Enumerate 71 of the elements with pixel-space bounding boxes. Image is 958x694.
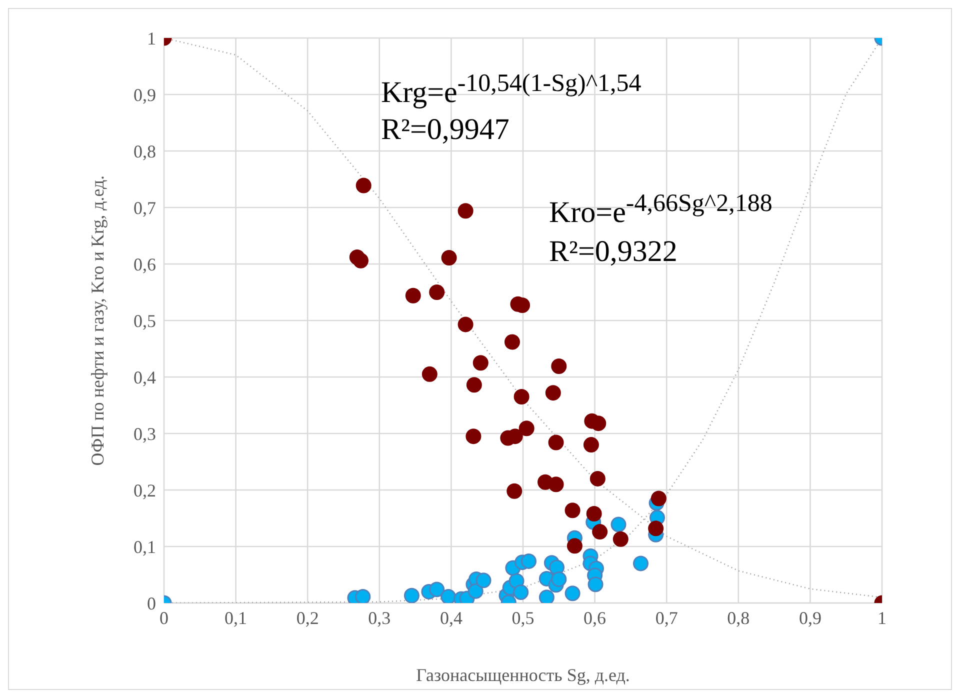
point <box>422 366 438 382</box>
point <box>592 524 608 540</box>
x-tick-label: 0 <box>160 608 168 628</box>
point <box>648 520 664 536</box>
annotation: Kro=e$^{-4,66Sg^2,188}$ <box>549 190 772 229</box>
x-tick-label: 0,1 <box>224 608 248 628</box>
y-tick-label: 0,3 <box>134 424 156 444</box>
point <box>506 483 522 499</box>
x-tick-label: 0,7 <box>655 608 678 628</box>
point <box>458 316 474 332</box>
point <box>586 506 602 522</box>
point <box>520 553 536 569</box>
point <box>590 470 606 486</box>
y-tick-label: 1 <box>147 28 156 48</box>
point <box>466 377 482 393</box>
point <box>355 589 371 603</box>
point <box>545 385 561 401</box>
point <box>538 590 554 603</box>
annotation: Krg=e$^{-10,54(1-Sg)^1,54}$ <box>381 70 642 109</box>
point <box>564 586 580 602</box>
y-tick-label: 0,1 <box>134 536 156 557</box>
point <box>404 588 420 603</box>
x-tick-label: 0,2 <box>296 608 319 628</box>
point <box>466 428 482 444</box>
y-tick-label: 0,9 <box>134 84 156 105</box>
point <box>441 250 457 266</box>
y-tick-label: 0,2 <box>134 480 156 500</box>
point <box>429 284 445 300</box>
point <box>429 582 445 598</box>
point <box>633 556 648 572</box>
x-tick-label: 0,9 <box>798 608 822 628</box>
point <box>405 288 421 304</box>
point <box>468 583 484 599</box>
point <box>650 490 666 506</box>
point <box>551 358 567 374</box>
x-axis-title: Газонасыщенность Sg, д.ед. <box>416 665 630 685</box>
point <box>518 420 534 436</box>
point <box>504 334 520 350</box>
point <box>566 538 582 554</box>
point <box>440 589 456 603</box>
y-tick-label: 0,6 <box>134 254 156 274</box>
x-tick-label: 1 <box>878 608 886 628</box>
point <box>352 252 368 268</box>
point <box>548 476 564 492</box>
y-axis-title: ОФП по нефти и газу, Kro и Krg, д.ед. <box>87 175 108 466</box>
point <box>610 516 626 532</box>
point <box>548 434 564 450</box>
point <box>590 416 606 432</box>
annotation: R²=0,9322 <box>549 235 678 268</box>
point <box>476 572 492 588</box>
point <box>583 437 599 453</box>
y-tick-label: 0,5 <box>134 310 156 331</box>
point <box>356 178 372 194</box>
point <box>588 576 604 592</box>
x-tick-label: 0,3 <box>368 608 391 628</box>
x-tick-label: 0,8 <box>727 608 750 628</box>
point <box>564 502 580 518</box>
x-tick-label: 0,6 <box>584 608 606 628</box>
point <box>612 531 628 547</box>
y-tick-label: 0,8 <box>134 141 156 162</box>
x-tick-label: 0,4 <box>440 608 462 628</box>
point <box>514 389 530 405</box>
y-tick-label: 0,7 <box>134 198 156 218</box>
point <box>472 355 488 371</box>
point <box>458 203 474 219</box>
annotation: R²=0,9947 <box>381 113 510 146</box>
point <box>551 572 567 588</box>
x-tick-label: 0,5 <box>512 608 534 628</box>
point <box>513 584 529 600</box>
y-tick-label: 0,4 <box>134 367 156 388</box>
y-tick-label: 0 <box>147 593 156 614</box>
